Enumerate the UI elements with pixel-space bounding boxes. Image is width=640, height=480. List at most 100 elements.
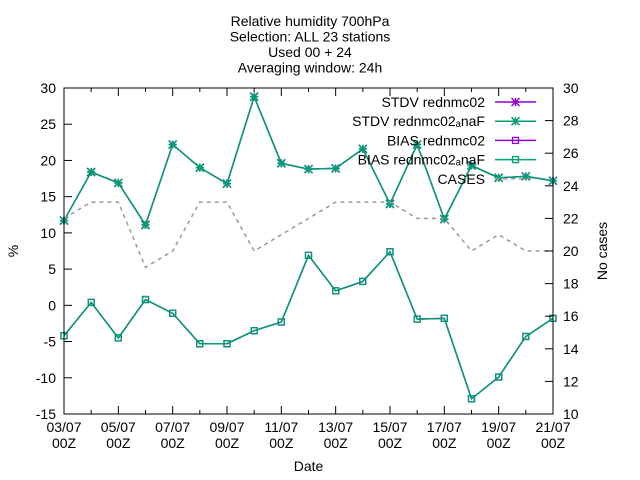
data-point: [140, 220, 151, 230]
legend-marker: [510, 97, 521, 107]
y2-tick-label: 26: [563, 145, 579, 161]
y-tick-label: 25: [40, 116, 56, 132]
y-tick-label: -15: [36, 406, 56, 422]
data-point: [276, 158, 286, 168]
y2-tick-label: 10: [563, 406, 579, 422]
x-tick-label: 03/07: [46, 419, 81, 435]
y2-tick-label: 28: [563, 113, 579, 129]
y-axis-label: %: [5, 245, 21, 257]
series-line: [63, 201, 553, 269]
data-point: [195, 163, 205, 173]
series-2: [60, 248, 557, 403]
legend-label: STDV rednmc02: [382, 94, 486, 110]
legend-label: STDV rednmc02ₐnaF: [352, 113, 485, 129]
data-point: [304, 251, 313, 259]
chart-title-line: Relative humidity 700hPa: [231, 13, 390, 29]
data-point: [494, 173, 504, 183]
data-point: [331, 163, 341, 173]
y2-axis-label: No cases: [594, 222, 610, 280]
data-point: [495, 373, 503, 381]
series-line: [63, 250, 554, 401]
series-4: [63, 201, 553, 269]
x-tick-label-time: 00Z: [215, 435, 240, 451]
axes: -15 -10 -5 0 5 10 15 20 25 30 10 12 14 16 18 20 22 24 26 28…: [36, 80, 579, 451]
y2-tick-label: 18: [563, 276, 579, 292]
x-tick-label: 07/07: [155, 419, 190, 435]
chart-title-line: Used 00 + 24: [268, 44, 352, 60]
y2-tick-label: 14: [563, 341, 579, 357]
y-tick-label: 0: [48, 297, 56, 313]
x-tick-label: 11/07: [264, 419, 298, 435]
data-point: [522, 332, 530, 341]
x-tick-label-time: 00Z: [324, 435, 349, 451]
data-point: [332, 287, 340, 295]
data-point: [386, 248, 394, 256]
y-tick-label: 20: [40, 152, 56, 168]
legend: STDV rednmc02 STDV rednmc02ₐnaF BIAS rednm…: [352, 94, 536, 187]
y-tick-label: 30: [40, 80, 56, 96]
series-1: [59, 92, 558, 230]
data-point: [385, 199, 395, 209]
x-tick-label-time: 00Z: [432, 435, 457, 451]
data-point: [169, 309, 177, 317]
y2-tick-label: 20: [563, 243, 579, 259]
y2-tick-label: 12: [563, 373, 579, 389]
x-tick-label-time: 00Z: [106, 435, 131, 451]
y-tick-label: -5: [44, 334, 57, 350]
data-point: [113, 178, 123, 188]
data-point: [87, 298, 95, 307]
x-tick-label-time: 00Z: [269, 435, 294, 451]
y2-tick-label: 22: [563, 210, 579, 226]
y-tick-label: 5: [48, 261, 56, 277]
data-point: [440, 314, 448, 323]
chart-title-line: Selection: ALL 23 stations: [230, 29, 391, 45]
x-tick-label: 19/07: [481, 419, 516, 435]
data-point: [114, 334, 122, 342]
x-tick-label-time: 00Z: [52, 435, 77, 451]
data-point: [359, 277, 367, 286]
x-axis-label: Date: [294, 458, 324, 474]
x-tick-label-time: 00Z: [541, 435, 566, 451]
data-point: [249, 92, 259, 102]
chart-title-line: Averaging window: 24h: [238, 60, 383, 76]
data-point: [250, 327, 258, 335]
y-tick-label: 10: [40, 225, 56, 241]
legend-marker: [511, 155, 520, 164]
x-tick-label: 17/07: [427, 419, 462, 435]
data-point: [277, 318, 285, 326]
data-point: [466, 160, 477, 171]
data-point: [412, 139, 422, 150]
x-tick-label: 21/07: [535, 419, 570, 435]
y-tick-label: 15: [40, 189, 56, 205]
y2-tick-label: 30: [563, 80, 579, 96]
series-3: [60, 248, 557, 403]
y-tick-label: -10: [36, 370, 56, 386]
series-line: [63, 250, 554, 401]
x-tick-label: 05/07: [101, 419, 136, 435]
legend-label: CASES: [438, 171, 485, 187]
x-tick-label-time: 00Z: [161, 435, 186, 451]
y2-tick-label: 24: [563, 178, 579, 194]
data-point: [303, 164, 314, 174]
legend-marker: [511, 136, 520, 145]
data-point: [223, 340, 231, 348]
x-tick-label-time: 00Z: [487, 435, 512, 451]
data-point: [358, 144, 368, 154]
y2-tick-label: 16: [563, 308, 579, 324]
x-tick-label-time: 00Z: [378, 435, 403, 451]
data-point: [86, 167, 96, 177]
x-tick-label: 09/07: [209, 419, 244, 435]
data-point: [222, 179, 232, 189]
data-point: [196, 340, 204, 348]
data-point: [168, 139, 178, 150]
legend-marker: [510, 116, 521, 126]
x-tick-label: 15/07: [372, 419, 407, 435]
legend-label: BIAS rednmc02ₐnaF: [358, 152, 485, 168]
data-point: [141, 295, 150, 304]
legend-label: BIAS rednmc02: [387, 132, 485, 148]
x-tick-label: 13/07: [318, 419, 353, 435]
data-point: [413, 315, 421, 323]
data-point: [467, 395, 476, 403]
